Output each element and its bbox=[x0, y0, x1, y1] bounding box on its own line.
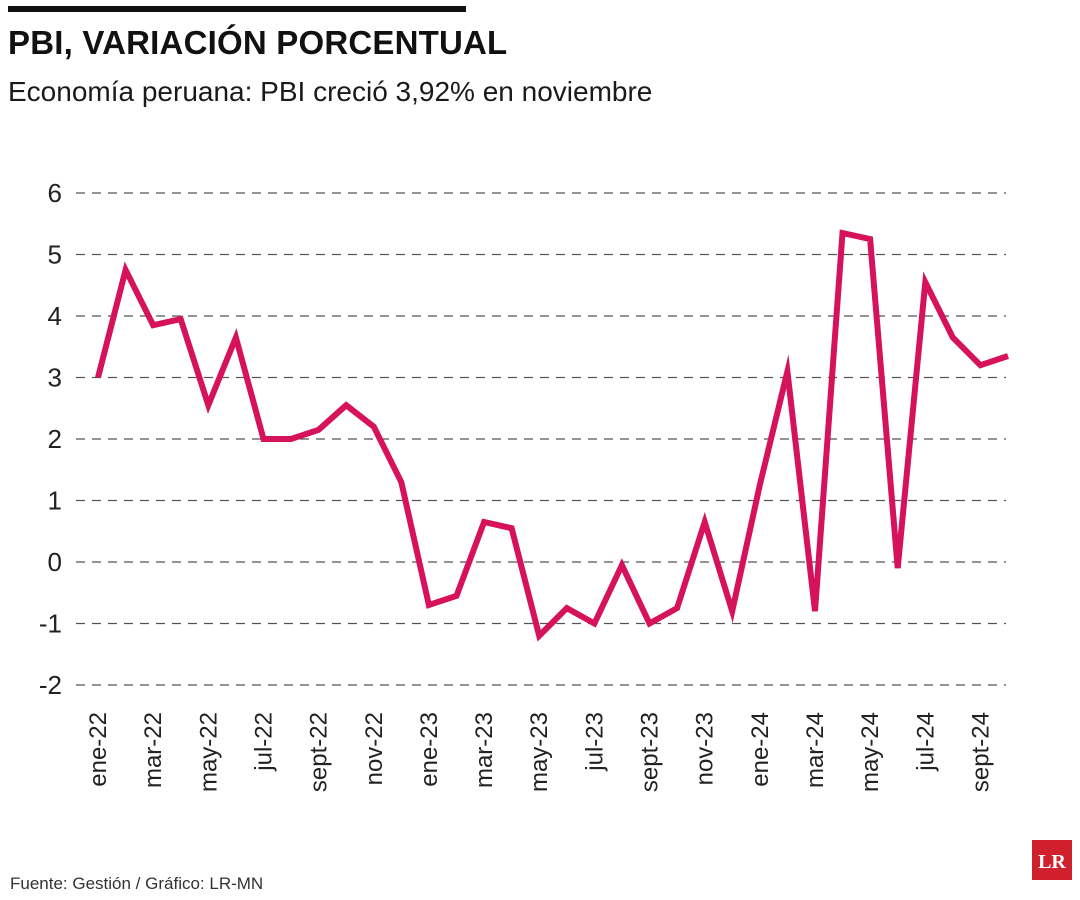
x-tick-label: ene-23 bbox=[416, 712, 443, 787]
x-tick-label: jul-24 bbox=[912, 712, 939, 772]
x-tick-label: ene-24 bbox=[747, 712, 774, 787]
series-line bbox=[95, 229, 1009, 642]
x-tick-label: sept-23 bbox=[637, 712, 664, 792]
x-tick-label: sept-24 bbox=[967, 712, 994, 792]
y-tick-label: 6 bbox=[48, 178, 62, 208]
x-tick-label: jul-22 bbox=[250, 712, 277, 772]
y-tick-label: -2 bbox=[39, 670, 62, 700]
logo-text: LR bbox=[1038, 851, 1066, 873]
chart-subtitle: Economía peruana: PBI creció 3,92% en no… bbox=[8, 76, 653, 107]
top-rule bbox=[8, 6, 466, 12]
x-tick-label: sept-22 bbox=[306, 712, 333, 792]
y-tick-label: -1 bbox=[39, 609, 62, 639]
y-tick-label: 1 bbox=[48, 486, 62, 516]
chart-title: PBI, VARIACIÓN PORCENTUAL bbox=[8, 24, 508, 61]
y-tick-label: 2 bbox=[48, 424, 62, 454]
x-tick-label: may-22 bbox=[195, 712, 222, 792]
y-tick-label: 4 bbox=[48, 301, 62, 331]
y-tick-label: 5 bbox=[48, 240, 62, 270]
x-tick-label: mar-23 bbox=[471, 712, 498, 788]
x-axis-ticks: ene-22 mar-22 may-22 jul-22 sept-22 nov-22 ene… bbox=[85, 712, 994, 792]
x-tick-label: may-23 bbox=[526, 712, 553, 792]
x-tick-label: mar-22 bbox=[140, 712, 167, 788]
y-tick-label: 3 bbox=[48, 363, 62, 393]
x-tick-label: may-24 bbox=[857, 712, 884, 792]
x-tick-label: jul-23 bbox=[581, 712, 608, 772]
x-tick-label: ene-22 bbox=[85, 712, 112, 787]
x-tick-label: mar-24 bbox=[802, 712, 829, 788]
x-tick-label: nov-22 bbox=[361, 712, 388, 785]
gridlines bbox=[76, 192, 1006, 686]
x-tick-label: nov-23 bbox=[692, 712, 719, 785]
series-group bbox=[95, 229, 1009, 642]
y-axis-ticks: -2 -1 0 1 2 3 4 5 6 bbox=[39, 178, 62, 700]
source-note: Fuente: Gestión / Gráfico: LR-MN bbox=[10, 874, 264, 893]
logo-badge bbox=[1032, 840, 1072, 880]
y-tick-label: 0 bbox=[48, 547, 62, 577]
lr-logo: LR bbox=[1032, 840, 1072, 880]
